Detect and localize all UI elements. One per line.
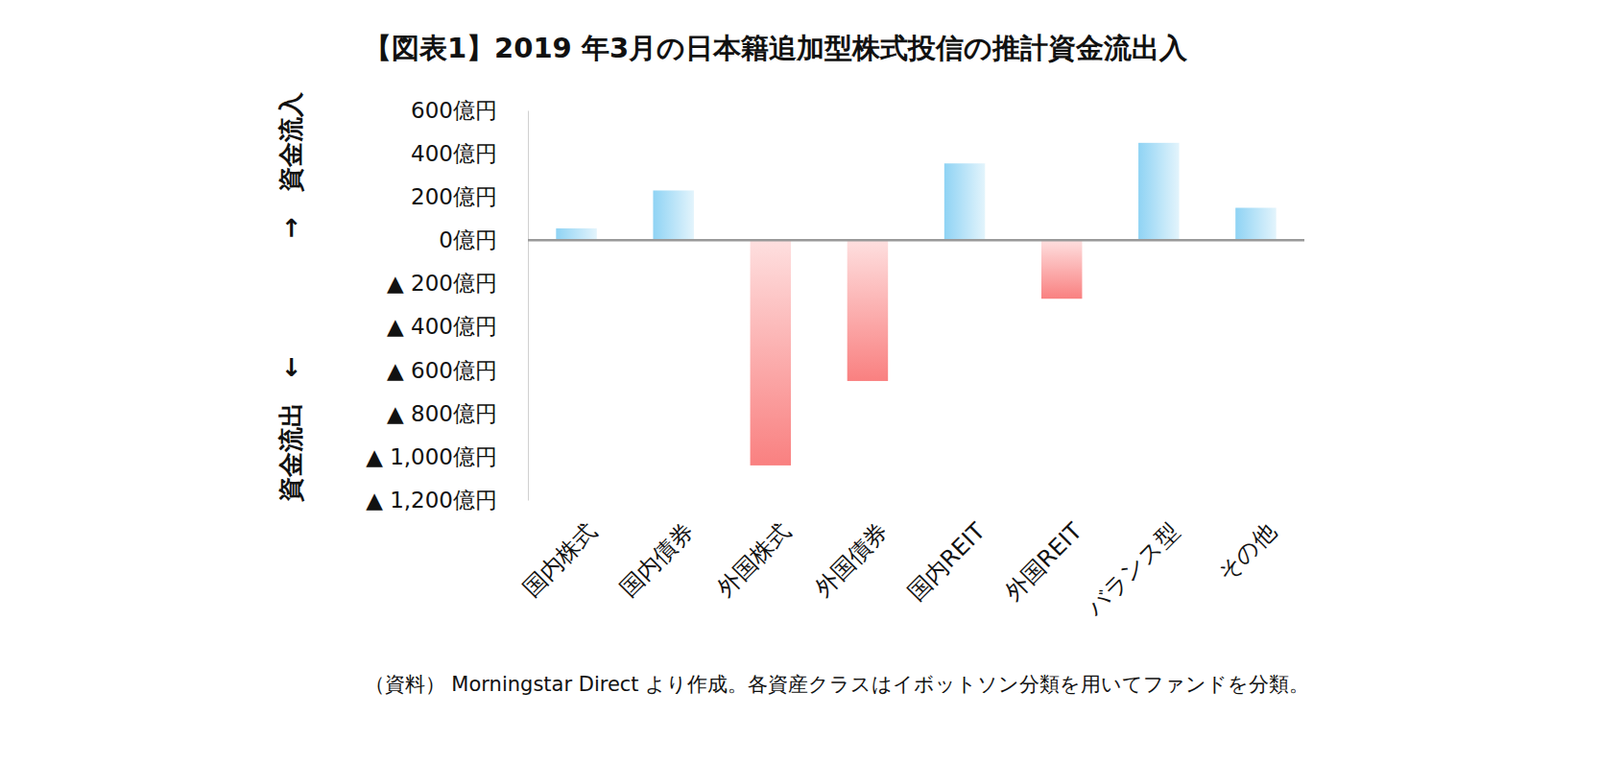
y-tick-label: ▲ 1,200億円	[365, 487, 498, 513]
y-tick: ▲ 200億円	[386, 270, 528, 296]
x-tick: 外国債券	[809, 517, 894, 602]
x-tick: 外国株式	[712, 517, 797, 602]
zero-line	[527, 238, 1305, 242]
chart: 【図表1】2019 年3月の日本籍追加型株式投信の推計資金流出入 600億円 400…	[0, 0, 1600, 764]
bar	[1138, 143, 1179, 241]
bar	[750, 239, 791, 466]
y-tick-label: 400億円	[410, 141, 498, 167]
bars	[555, 143, 1276, 466]
source-note: （資料） Morningstar Direct より作成。各資産クラスはイボット…	[364, 672, 1311, 696]
x-tick-label: その他	[1212, 517, 1282, 587]
y-tick: ▲ 600億円	[386, 358, 528, 383]
y-axis-title: → 資金流入	[276, 91, 306, 239]
bar	[847, 239, 888, 382]
bar	[555, 228, 597, 240]
y-tick: 0億円	[438, 227, 528, 253]
x-tick-label: 国内REIT	[902, 517, 991, 606]
x-tick-label: 外国株式	[712, 517, 797, 602]
y-tick: 200億円	[410, 184, 528, 210]
y-tick: ▲ 800億円	[386, 401, 528, 427]
y-tick: 400億円	[410, 141, 528, 167]
x-tick-label: バランス型	[1080, 517, 1185, 621]
bar	[1235, 208, 1276, 241]
y-axis-title: 資金流出 ←	[276, 356, 306, 503]
x-tick-label: 国内株式	[518, 517, 603, 602]
y-tick-label: ▲ 200億円	[386, 270, 498, 296]
y-tick: ▲ 400億円	[386, 313, 528, 339]
y-tick-label: 600億円	[410, 97, 498, 123]
x-tick: 国内REIT	[902, 517, 991, 606]
y-tick: ▲ 1,200億円	[365, 487, 528, 513]
y-tick-label: ▲ 600億円	[386, 358, 498, 383]
y-tick-label: 200億円	[410, 184, 498, 210]
y-tick: 600億円	[410, 97, 528, 123]
x-tick-label: 外国債券	[809, 517, 894, 602]
y-axis: 600億円 400億円 200億円 0億円 ▲ 200億円 ▲ 400億円 ▲ 600億円 ▲…	[365, 97, 528, 513]
x-axis: 国内株式国内債券外国株式外国債券国内REIT外国REITバランス型その他	[518, 517, 1283, 621]
y-tick: ▲ 1,000億円	[365, 444, 528, 470]
x-tick: 国内株式	[518, 517, 603, 602]
y-tick-label: 0億円	[438, 227, 498, 253]
y-tick-label: ▲ 800億円	[386, 401, 498, 427]
x-tick-label: 国内債券	[615, 517, 700, 602]
bar	[652, 190, 693, 240]
x-tick: 国内債券	[615, 517, 700, 602]
x-tick-label: 外国REIT	[999, 517, 1088, 606]
title: 【図表1】2019 年3月の日本籍追加型株式投信の推計資金流出入	[363, 31, 1189, 65]
x-tick: バランス型	[1080, 517, 1185, 621]
bar	[1041, 239, 1082, 299]
y-tick-label: ▲ 1,000億円	[365, 444, 498, 470]
x-tick: その他	[1212, 517, 1282, 587]
y-axis-line	[527, 111, 529, 502]
x-tick: 外国REIT	[999, 517, 1088, 606]
bar	[944, 163, 985, 240]
y-tick-label: ▲ 400億円	[386, 313, 498, 339]
